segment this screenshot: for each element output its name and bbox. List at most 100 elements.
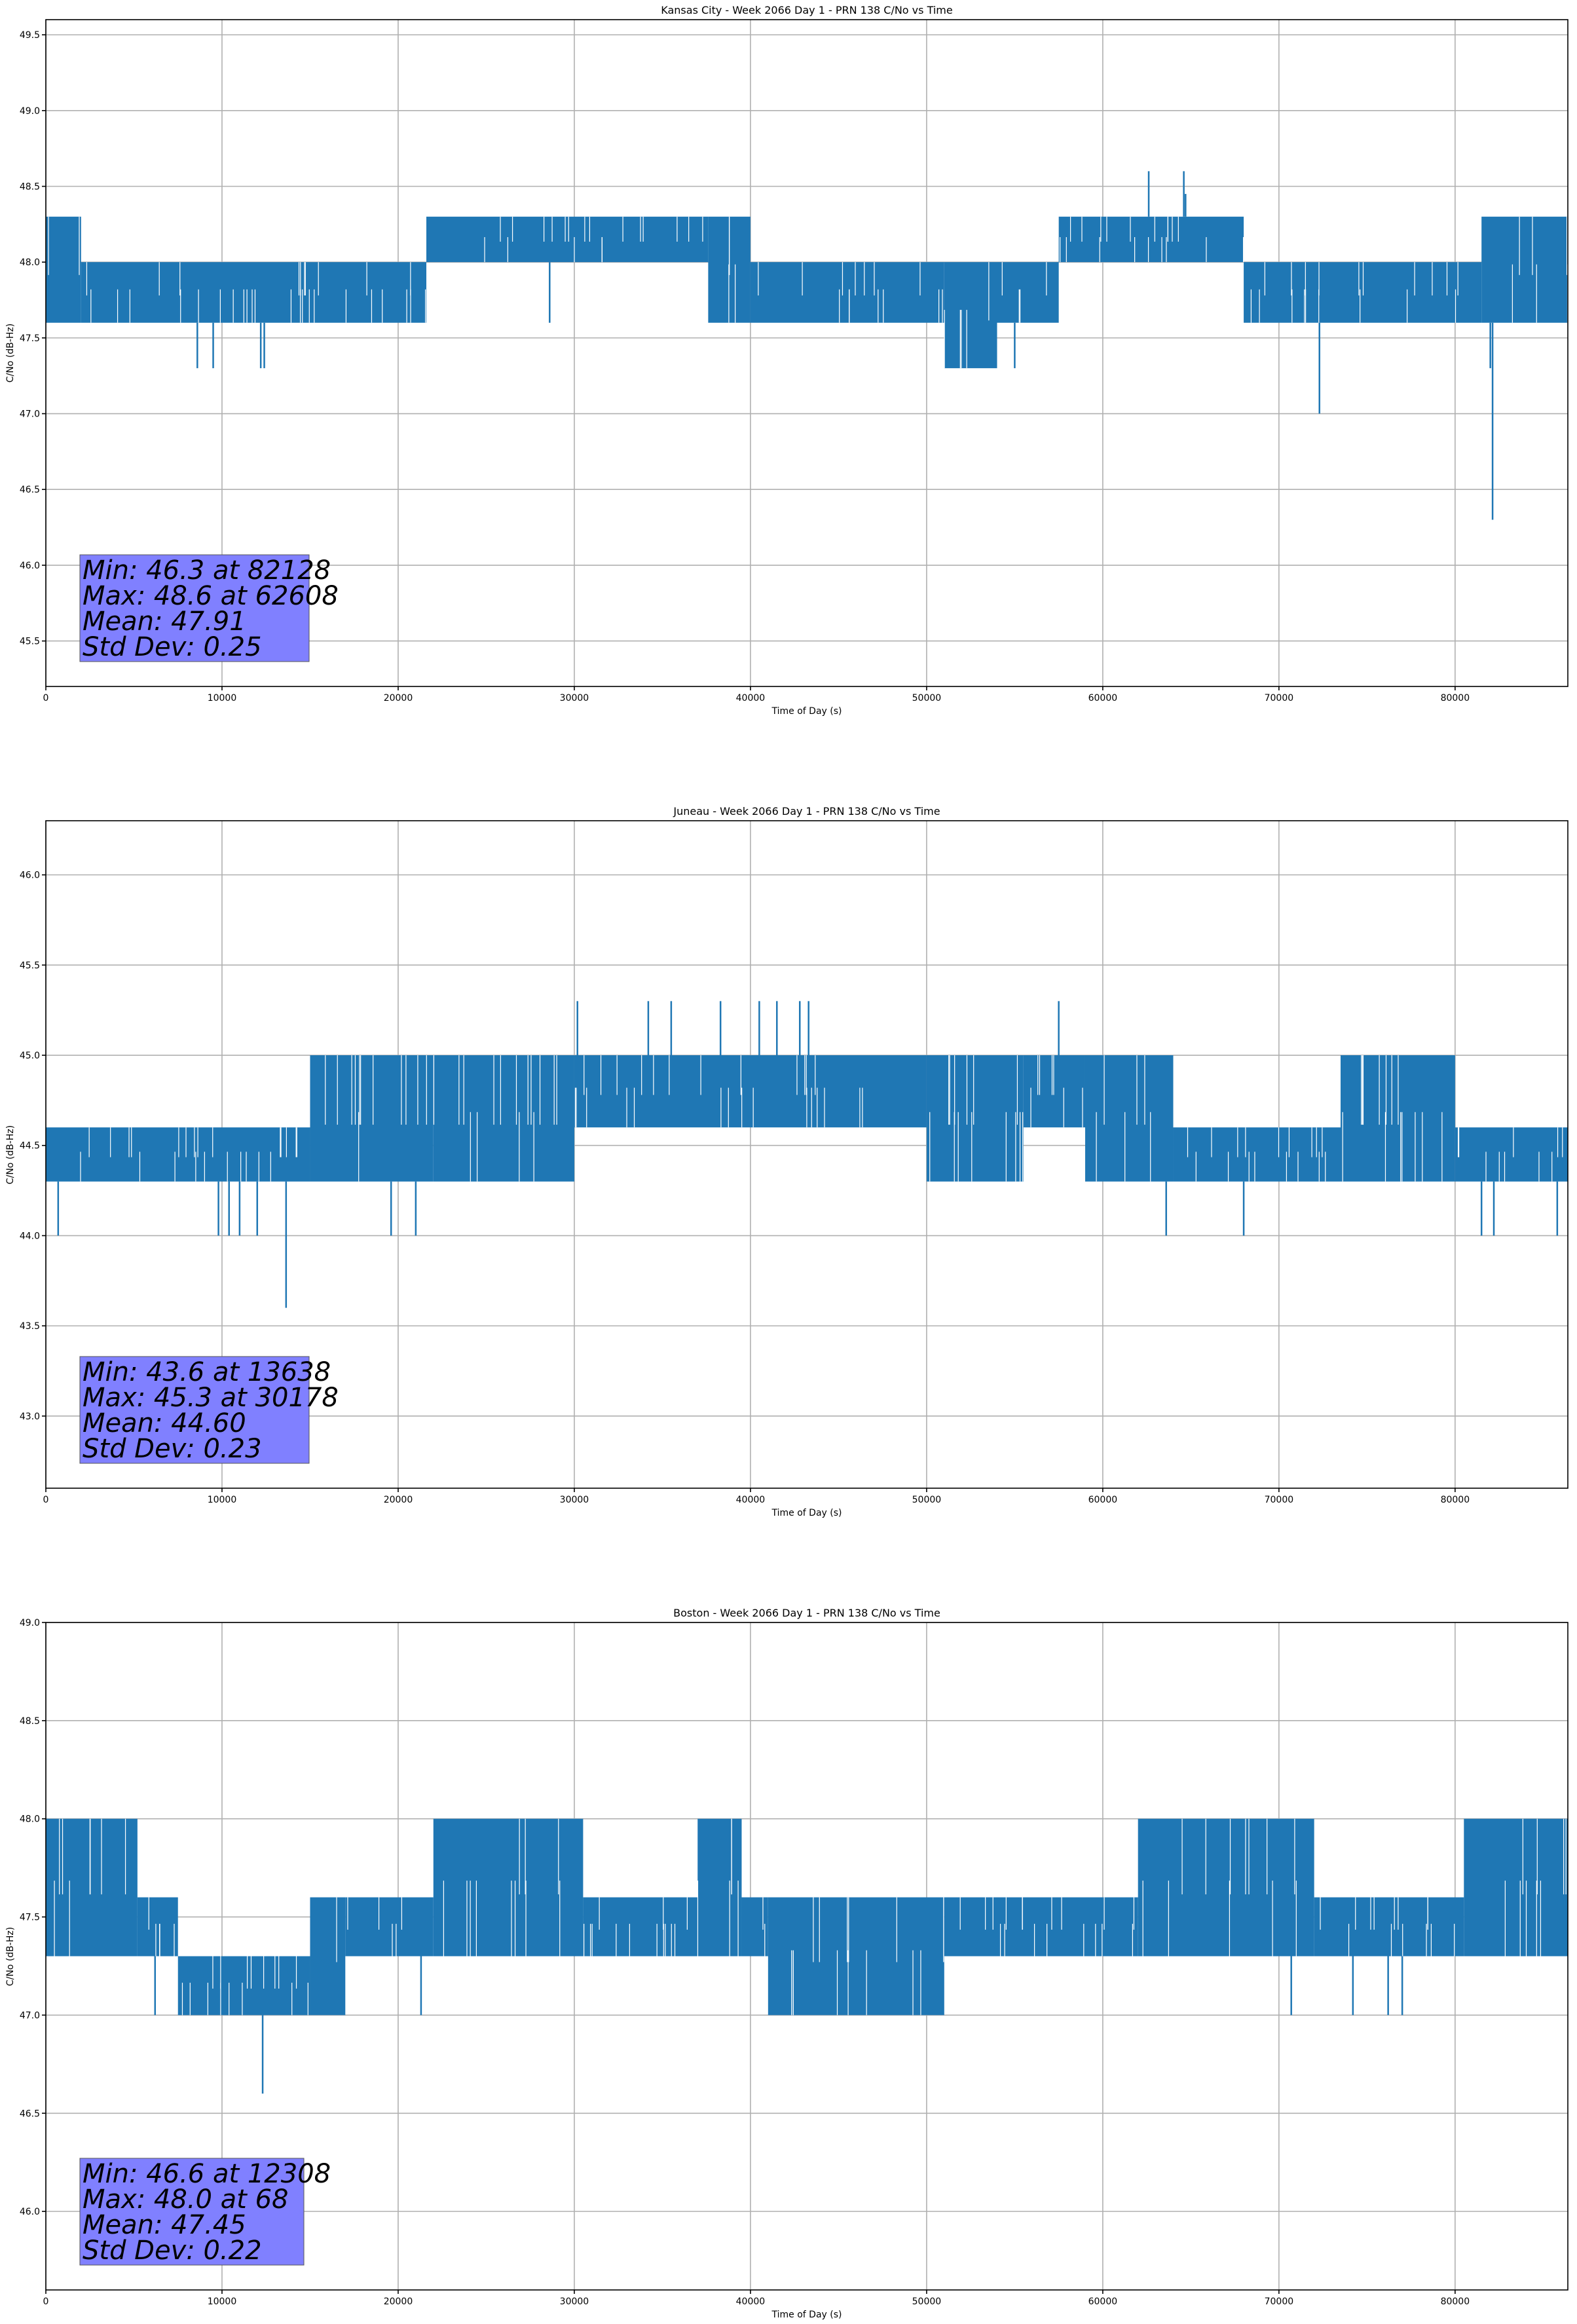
cno-band-segment — [583, 1897, 698, 1957]
x-tick-label: 10000 — [208, 2296, 237, 2307]
y-tick-label: 48.5 — [20, 182, 40, 193]
data-series — [46, 171, 1568, 520]
stats-box: Min: 46.3 at 82128 Max: 48.6 at 62608 Me… — [79, 554, 339, 662]
x-tick-label: 10000 — [208, 1495, 237, 1505]
x-tick-label: 50000 — [912, 1495, 942, 1505]
stats-min: Min: 43.6 at 13638 — [83, 1357, 331, 1387]
cno-band-segment — [926, 1055, 1024, 1182]
cno-band-segment — [46, 1127, 310, 1182]
y-axis-label: C/No (dB-Hz) — [5, 324, 16, 383]
cno-band-segment — [137, 1897, 178, 1957]
x-axis-label: Time of Day (s) — [771, 2310, 842, 2320]
y-tick-label: 46.0 — [20, 561, 40, 571]
cno-band-segment — [1455, 1127, 1568, 1182]
y-tick-label: 47.0 — [20, 409, 40, 420]
y-tick-label: 49.0 — [20, 1618, 40, 1628]
cno-band-segment — [310, 1055, 434, 1182]
y-tick-label: 43.5 — [20, 1321, 40, 1332]
x-tick-label: 70000 — [1265, 2296, 1294, 2307]
cno-band-segment — [426, 216, 709, 263]
x-tick-label: 40000 — [736, 1495, 766, 1505]
stats-mean: Mean: 47.91 — [83, 607, 246, 637]
x-tick-label: 40000 — [736, 2296, 766, 2307]
y-tick-label: 47.5 — [20, 1913, 40, 1923]
chart-panel-juneau: Juneau - Week 2066 Day 1 - PRN 138 C/No … — [5, 805, 1568, 1518]
stats-box-background — [79, 554, 310, 662]
x-tick-label: 80000 — [1441, 1495, 1470, 1505]
stats-box-background — [79, 1356, 310, 1464]
cno-band-segment — [697, 1818, 742, 1957]
cno-band-segment — [433, 1818, 584, 1957]
cno-band-segment — [1314, 1897, 1464, 1957]
cno-band-segment — [1481, 216, 1568, 323]
stats-max: Max: 48.0 at 68 — [83, 2184, 288, 2215]
axis-ticks: 0 10000 20000 30000 40000 50000 60000 70000 8000… — [20, 1618, 1470, 2307]
cno-band-segment — [345, 1897, 434, 1957]
y-tick-label: 46.5 — [20, 485, 40, 495]
cno-band-segment — [997, 262, 1059, 323]
axis-ticks: 0 10000 20000 30000 40000 50000 60000 70000 8000… — [20, 871, 1470, 1505]
cno-band-segment — [1058, 216, 1244, 263]
x-axis-label: Time of Day (s) — [771, 706, 842, 717]
x-tick-label: 20000 — [384, 693, 413, 703]
cno-band-segment — [1138, 1818, 1314, 1957]
cno-band-segment — [574, 1055, 927, 1128]
cno-band-segment — [81, 262, 427, 323]
y-tick-label: 45.5 — [20, 637, 40, 647]
y-tick-label: 44.0 — [20, 1231, 40, 1241]
x-tick-label: 30000 — [560, 693, 589, 703]
y-tick-label: 45.0 — [20, 1051, 40, 1061]
y-tick-label: 48.0 — [20, 1814, 40, 1825]
cno-band-segment — [1085, 1055, 1174, 1182]
x-tick-label: 80000 — [1441, 2296, 1470, 2307]
y-tick-label: 48.0 — [20, 257, 40, 268]
x-tick-label: 10000 — [208, 693, 237, 703]
x-tick-label: 50000 — [912, 693, 942, 703]
x-tick-label: 0 — [43, 693, 49, 703]
x-tick-label: 30000 — [560, 1495, 589, 1505]
x-tick-label: 60000 — [1088, 693, 1118, 703]
y-tick-label: 43.0 — [20, 1412, 40, 1422]
stats-max: Max: 48.6 at 62608 — [83, 581, 339, 611]
cno-band-segment — [1464, 1818, 1568, 1957]
stats-min: Min: 46.6 at 12308 — [83, 2159, 331, 2189]
stats-box: Min: 46.6 at 12308 Max: 48.0 at 68 Mean:… — [79, 2158, 331, 2266]
cno-band-segment — [741, 1897, 768, 1957]
y-tick-label: 47.5 — [20, 333, 40, 344]
cno-band-segment — [46, 1818, 138, 1957]
stats-std-dev: Std Dev: 0.25 — [83, 632, 262, 662]
x-tick-label: 20000 — [384, 2296, 413, 2307]
stats-std-dev: Std Dev: 0.23 — [83, 1434, 262, 1464]
chart-title: Kansas City - Week 2066 Day 1 - PRN 138 … — [661, 4, 952, 16]
y-tick-label: 45.5 — [20, 960, 40, 971]
y-axis-label: C/No (dB-Hz) — [5, 1125, 16, 1184]
x-axis-label: Time of Day (s) — [771, 1508, 842, 1518]
stats-std-dev: Std Dev: 0.22 — [83, 2236, 262, 2266]
cno-band-segment — [433, 1055, 574, 1182]
cno-band-segment — [944, 1897, 1138, 1957]
chart-panel-boston: Boston - Week 2066 Day 1 - PRN 138 C/No … — [5, 1607, 1568, 2320]
chart-panel-kansas-city: Kansas City - Week 2066 Day 1 - PRN 138 … — [5, 4, 1568, 717]
stats-box: Min: 43.6 at 13638 Max: 45.3 at 30178 Me… — [79, 1356, 339, 1464]
x-tick-label: 30000 — [560, 2296, 589, 2307]
stats-mean: Mean: 47.45 — [83, 2210, 246, 2240]
y-tick-label: 48.5 — [20, 1716, 40, 1727]
y-tick-label: 46.0 — [20, 871, 40, 881]
x-tick-label: 60000 — [1088, 2296, 1118, 2307]
y-tick-label: 46.0 — [20, 2207, 40, 2217]
x-tick-label: 50000 — [912, 2296, 942, 2307]
x-tick-label: 0 — [43, 1495, 49, 1505]
chart-title: Boston - Week 2066 Day 1 - PRN 138 C/No … — [673, 1607, 940, 1619]
y-axis-label: C/No (dB-Hz) — [5, 1927, 16, 1986]
cno-band-segment — [1023, 1055, 1085, 1128]
y-tick-label: 44.5 — [20, 1141, 40, 1152]
cno-band-segment — [177, 1956, 310, 2015]
x-tick-label: 60000 — [1088, 1495, 1118, 1505]
plot-frame — [45, 1622, 1568, 2291]
cno-band-segment — [1173, 1127, 1341, 1182]
plot-frame — [45, 19, 1568, 687]
cno-band-segment — [768, 1897, 944, 2015]
y-tick-label: 49.5 — [20, 30, 40, 41]
x-tick-label: 20000 — [384, 1495, 413, 1505]
